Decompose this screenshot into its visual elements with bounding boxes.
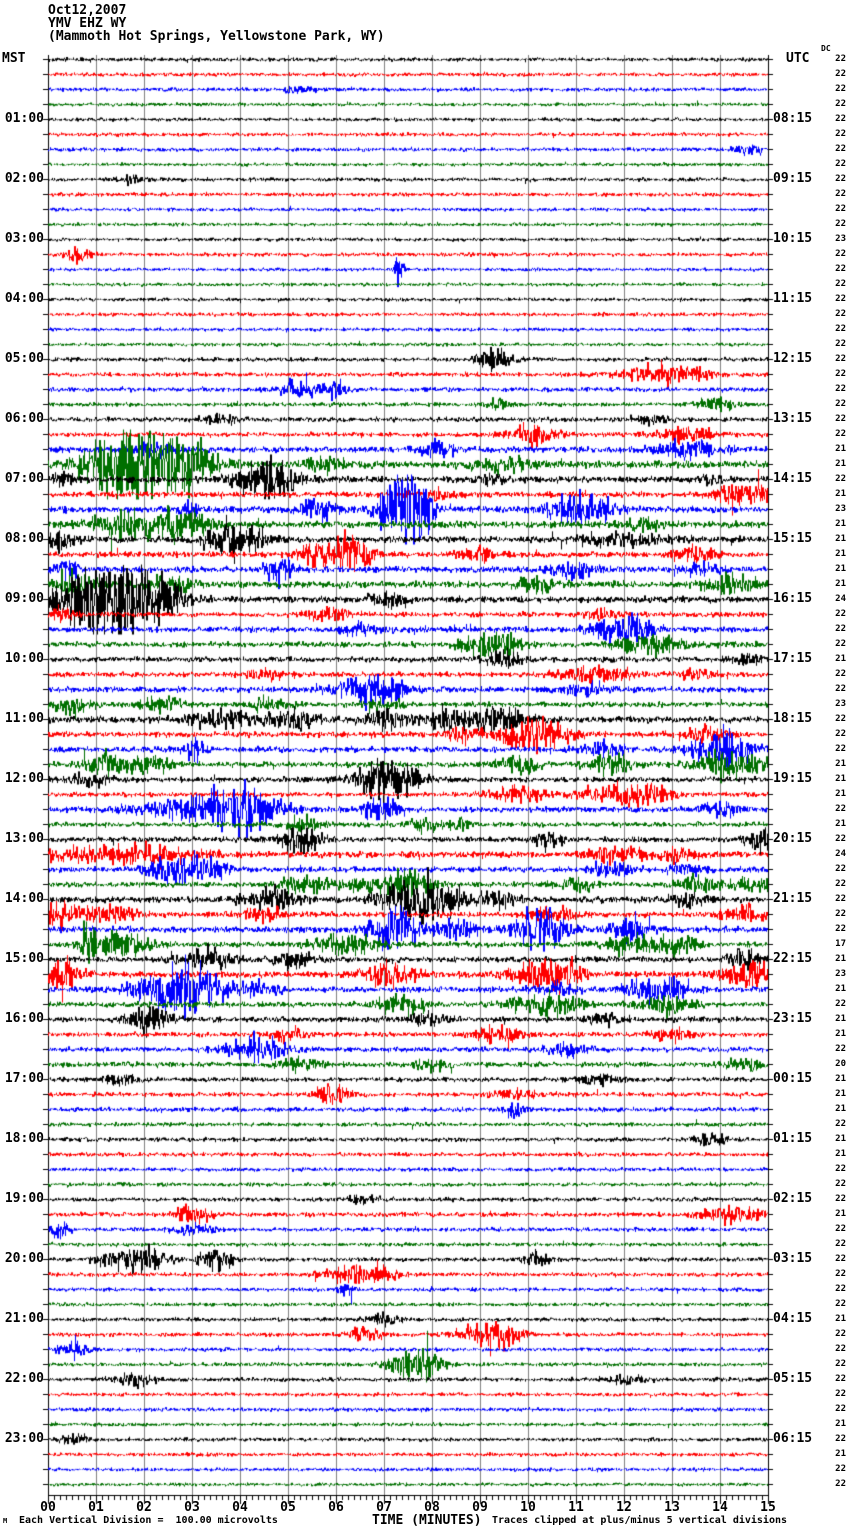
utc-axis-title: UTC bbox=[786, 51, 810, 66]
dc-axis-title: DC bbox=[821, 44, 831, 53]
header-date: Oct12,2007 bbox=[48, 3, 127, 18]
header-station: YMV EHZ WY bbox=[48, 16, 127, 31]
clip-note: Traces clipped at plus/minus 5 vertical … bbox=[492, 1515, 788, 1526]
mst-axis-title: MST bbox=[2, 51, 26, 66]
header-location: (Mammoth Hot Springs, Yellowstone Park, … bbox=[48, 29, 385, 44]
corner-mark: M bbox=[3, 1517, 8, 1525]
scale-note: Each Vertical Division = 100.00 microvol… bbox=[19, 1515, 278, 1526]
x-axis-title: TIME (MINUTES) bbox=[372, 1513, 482, 1528]
